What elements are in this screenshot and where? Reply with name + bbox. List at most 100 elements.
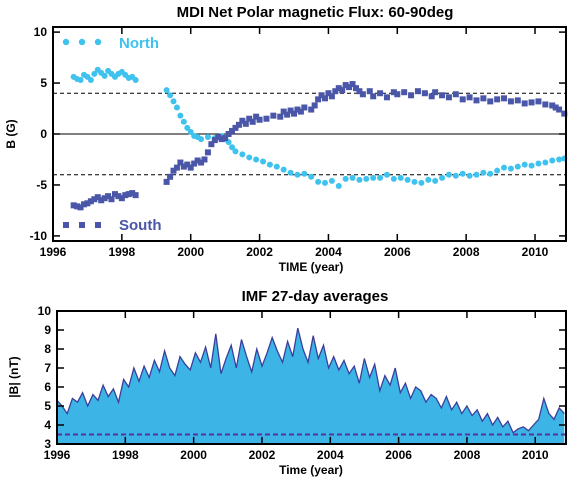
chart1-point-south bbox=[445, 94, 452, 101]
chart1-point-south bbox=[246, 115, 253, 122]
chart2-plot-area bbox=[56, 327, 566, 444]
chart1-point-south bbox=[535, 98, 542, 105]
chart1-point-south bbox=[432, 89, 439, 96]
chart1-point-south bbox=[80, 201, 87, 208]
chart1-x-tick-label: 2008 bbox=[453, 245, 480, 259]
chart1-point-south bbox=[242, 120, 249, 127]
chart1-point-north bbox=[549, 157, 556, 164]
chart1-point-south bbox=[277, 113, 284, 120]
chart1-point-south bbox=[352, 85, 359, 92]
chart1-point-south bbox=[521, 100, 528, 107]
chart1-series-south bbox=[70, 81, 568, 211]
legend-north: North bbox=[62, 35, 159, 52]
chart1-point-south bbox=[204, 149, 211, 156]
chart1-point-south bbox=[208, 141, 215, 148]
chart2-x-tick-label: 2002 bbox=[249, 448, 276, 462]
chart1-point-north bbox=[198, 136, 205, 143]
chart1-point-south bbox=[390, 89, 397, 96]
chart1-point-north bbox=[397, 174, 404, 181]
chart1-point-south bbox=[308, 106, 315, 113]
chart1-point-south bbox=[561, 110, 568, 117]
chart1-point-north bbox=[232, 148, 239, 155]
chart1-point-north bbox=[266, 161, 273, 168]
chart1-point-south bbox=[111, 191, 118, 198]
chart1-point-north bbox=[167, 92, 174, 99]
legend-north-label: North bbox=[119, 35, 159, 52]
chart1-point-south bbox=[222, 135, 229, 142]
chart1-point-south bbox=[514, 97, 521, 104]
chart1-point-south bbox=[211, 137, 218, 144]
chart1-point-south bbox=[256, 116, 263, 123]
chart1-point-north bbox=[132, 76, 139, 83]
chart1-point-south bbox=[74, 203, 81, 210]
chart2-x-tick-label: 1996 bbox=[44, 448, 71, 462]
chart1-point-north bbox=[77, 76, 84, 83]
chart1-point-south bbox=[301, 104, 308, 111]
chart1-point-north bbox=[514, 163, 521, 170]
chart1-point-south bbox=[249, 118, 256, 125]
chart1-x-tick-label: 2000 bbox=[177, 245, 204, 259]
chart1-point-north bbox=[287, 169, 294, 176]
chart1-point-north bbox=[184, 124, 191, 131]
chart1-point-north bbox=[170, 98, 177, 105]
chart1-point-north bbox=[432, 177, 439, 184]
polar-flux-chart: MDI Net Polar magnetic Flux: 60-90deg -1… bbox=[4, 4, 568, 274]
chart1-point-north bbox=[383, 171, 390, 178]
chart1-series-north bbox=[70, 66, 568, 189]
chart1-point-south bbox=[239, 117, 246, 124]
chart2-y-tick-label: 10 bbox=[38, 304, 52, 318]
legend-north-marker bbox=[78, 38, 86, 46]
chart1-point-south bbox=[383, 94, 390, 101]
chart1-point-south bbox=[129, 190, 136, 197]
chart1-point-north bbox=[501, 164, 508, 171]
chart2-y-tick-label: 7 bbox=[44, 361, 51, 375]
chart1-x-tick-label: 1996 bbox=[40, 245, 67, 259]
chart1-point-south bbox=[494, 96, 501, 103]
chart1-title: MDI Net Polar magnetic Flux: 60-90deg bbox=[177, 4, 454, 21]
chart1-point-north bbox=[239, 151, 246, 158]
chart1-point-south bbox=[549, 102, 556, 109]
chart2-y-tick-label: 3 bbox=[44, 437, 51, 451]
chart1-point-south bbox=[459, 96, 466, 103]
chart2-y-tick-label: 6 bbox=[44, 380, 51, 394]
chart1-point-north bbox=[246, 154, 253, 161]
chart1-point-south bbox=[77, 204, 84, 211]
chart1-point-south bbox=[346, 84, 353, 91]
chart2-y-tick-label: 8 bbox=[44, 342, 51, 356]
legend-south-label: South bbox=[119, 217, 162, 234]
chart1-point-south bbox=[421, 90, 428, 97]
chart1-point-south bbox=[501, 95, 508, 102]
chart1-point-north bbox=[445, 171, 452, 178]
chart1-point-north bbox=[187, 128, 194, 135]
chart1-point-north bbox=[260, 158, 267, 165]
legend-north-marker bbox=[94, 38, 102, 46]
chart2-x-tick-label: 2004 bbox=[317, 448, 344, 462]
chart1-point-north bbox=[91, 70, 98, 77]
chart1-point-south bbox=[105, 193, 112, 200]
chart1-point-south bbox=[98, 197, 105, 204]
legend-north-marker bbox=[62, 38, 70, 46]
chart1-point-south bbox=[542, 101, 549, 108]
chart1-point-south bbox=[177, 159, 184, 166]
chart1-point-north bbox=[253, 156, 260, 163]
chart1-point-north bbox=[377, 174, 384, 181]
chart2-area-fill bbox=[57, 328, 565, 444]
chart1-point-north bbox=[521, 161, 528, 168]
chart1-y-tick-label: 10 bbox=[34, 25, 48, 39]
chart1-point-north bbox=[204, 134, 211, 141]
chart1-point-south bbox=[366, 88, 373, 95]
chart1-point-south bbox=[125, 191, 132, 198]
chart1-point-north bbox=[487, 170, 494, 177]
chart1-y-tick-label: 5 bbox=[40, 76, 47, 90]
chart1-x-tick-label: 2004 bbox=[315, 245, 342, 259]
chart1-point-north bbox=[473, 171, 480, 178]
chart1-point-south bbox=[163, 178, 170, 185]
legend-south-marker bbox=[63, 222, 69, 228]
chart1-point-north bbox=[494, 167, 501, 174]
chart2-title: IMF 27-day averages bbox=[242, 288, 389, 305]
chart1-point-south bbox=[414, 88, 421, 95]
chart1-y-tick-label: -10 bbox=[30, 229, 48, 243]
chart1-point-north bbox=[280, 166, 287, 173]
chart1-point-north bbox=[418, 179, 425, 186]
chart1-point-south bbox=[439, 92, 446, 99]
